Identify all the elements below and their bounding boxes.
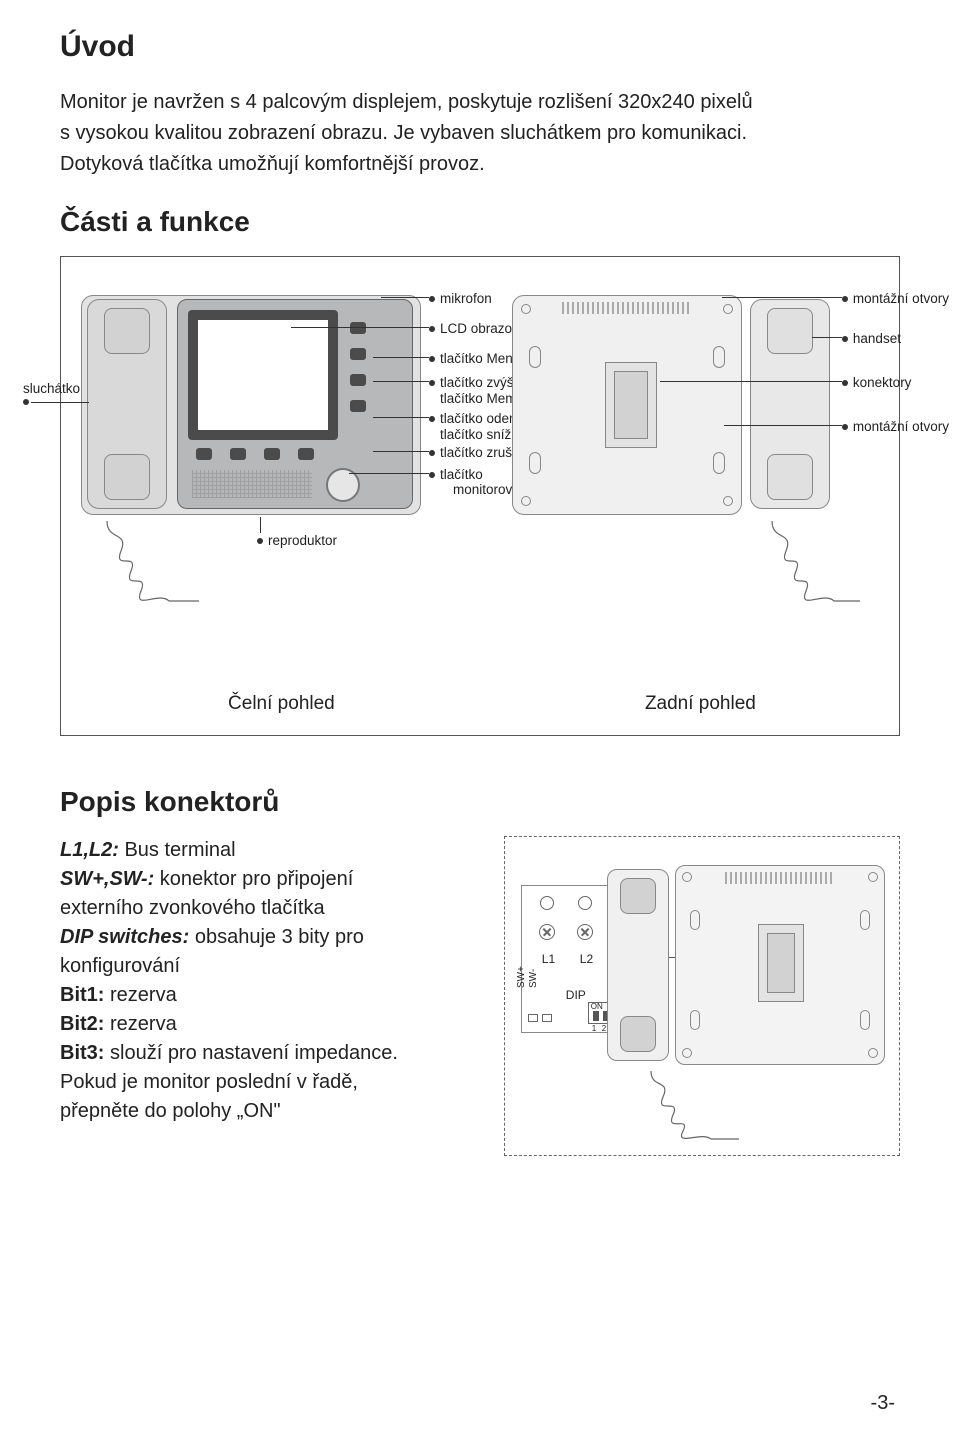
- l1l2-value: Bus terminal: [119, 839, 236, 861]
- terminal-swp: SW+: [516, 966, 527, 988]
- front-view: mikrofon LCD obrazovka tlačítko Menu tla…: [81, 285, 482, 615]
- terminal-l1: L1: [542, 952, 555, 966]
- dip-label: DIP switches:: [60, 926, 189, 948]
- label-menu: tlačítko Menu: [429, 351, 520, 366]
- bit1-label: Bit1:: [60, 984, 104, 1006]
- label-zvysit: tlačítko zvýšit: [429, 375, 520, 390]
- connectors-section: L1,L2: Bus terminal SW+,SW-: konektor pr…: [60, 836, 900, 1156]
- label-sluchatko: sluchátko: [23, 381, 80, 396]
- page-number: -3-: [871, 1392, 895, 1415]
- connector-block-icon: [605, 362, 657, 448]
- dip-on: ON: [591, 1002, 603, 1011]
- bit2-label: Bit2:: [60, 1013, 104, 1035]
- label-handset: handset: [842, 331, 901, 346]
- dip-1: 1: [592, 1024, 596, 1033]
- bit2-value: rezerva: [104, 1013, 176, 1035]
- label-mikrofon: mikrofon: [429, 291, 492, 306]
- connectors-heading: Popis konektorů: [60, 786, 900, 818]
- bit3-value: slouží pro nastavení impedance.: [104, 1042, 398, 1064]
- cord-icon: [99, 521, 219, 611]
- intro-line-3: Dotyková tlačítka umožňují komfortnější …: [60, 151, 900, 178]
- sw-value-2: externího zvonkového tlačítka: [60, 897, 325, 919]
- label-konektory: konektory: [842, 375, 912, 390]
- bit3-label: Bit3:: [60, 1042, 104, 1064]
- terminal-l2: L2: [580, 952, 593, 966]
- label-mont-top: montážní otvory: [842, 291, 949, 306]
- label-zrusit: tlačítko zrušit: [429, 445, 519, 460]
- terminal-block-icon: L1 L2 SW+ SW- DIP ON 1 2 3: [521, 885, 613, 1033]
- label-mont-bot: montážní otvory: [842, 419, 949, 434]
- sw-value-1: konektor pro připojení: [154, 868, 353, 890]
- rear-plate-icon: [512, 295, 742, 515]
- connectors-figure: L1 L2 SW+ SW- DIP ON 1 2 3: [504, 836, 900, 1156]
- l1l2-label: L1,L2:: [60, 839, 119, 861]
- handset-rear-icon: [750, 299, 830, 509]
- parts-diagram: mikrofon LCD obrazovka tlačítko Menu tla…: [60, 256, 900, 736]
- monitor-body-icon: [177, 299, 413, 509]
- bit1-value: rezerva: [104, 984, 176, 1006]
- dip-2: 2: [602, 1024, 606, 1033]
- label-snizit: tlačítko snížit: [440, 427, 518, 442]
- dip-value-1: obsahuje 3 bity pro: [189, 926, 364, 948]
- terminal-dip: DIP: [566, 988, 586, 1002]
- parts-heading: Části a funkce: [60, 206, 900, 238]
- terminal-swm: SW-: [528, 969, 539, 988]
- sw-label: SW+,SW-:: [60, 868, 154, 890]
- handset-front-icon: [87, 299, 167, 509]
- handset2-icon: [607, 869, 669, 1061]
- label-monitorovani-1: tlačítko: [429, 467, 483, 482]
- rear-view: montážní otvory handset konektory montáž…: [512, 285, 879, 615]
- note-line-2: přepněte do polohy „ON": [60, 1100, 281, 1122]
- connectors-text: L1,L2: Bus terminal SW+,SW-: konektor pr…: [60, 836, 494, 1156]
- intro-line-1: Monitor je navržen s 4 palcovým displeje…: [60, 89, 900, 116]
- rear2-icon: [675, 865, 885, 1065]
- rear-caption: Zadní pohled: [502, 693, 899, 715]
- intro-line-2: s vysokou kvalitou zobrazení obrazu. Je …: [60, 120, 900, 147]
- cord-rear-icon: [764, 521, 874, 611]
- note-line-1: Pokud je monitor poslední v řadě,: [60, 1071, 358, 1093]
- speaker-icon: [192, 470, 312, 498]
- label-reproduktor: reproduktor: [257, 533, 337, 548]
- dip-value-2: konfigurování: [60, 955, 180, 977]
- page-title: Úvod: [60, 30, 900, 64]
- cord2-icon: [645, 1071, 755, 1151]
- front-caption: Čelní pohled: [61, 693, 502, 715]
